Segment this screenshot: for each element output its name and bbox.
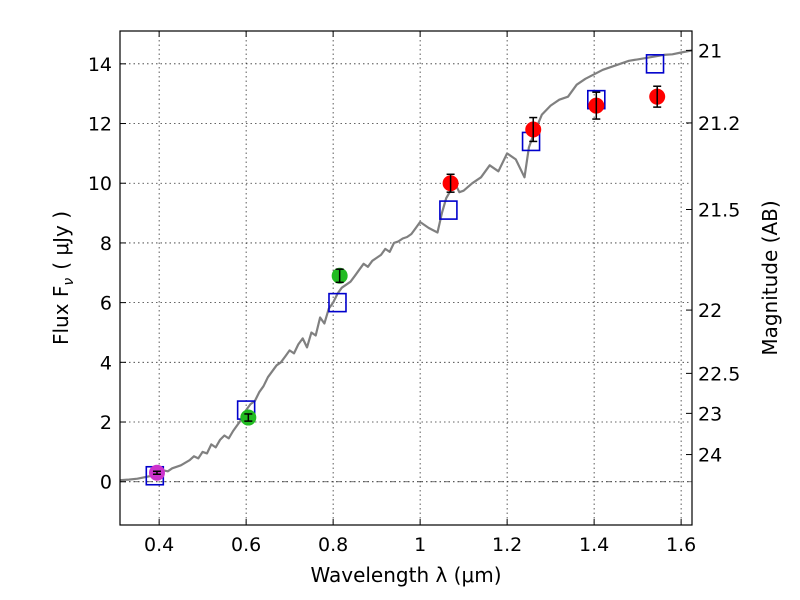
spectrum-line	[119, 49, 693, 482]
y-tick-label: 2	[100, 412, 112, 434]
model-photometry-square	[439, 200, 458, 220]
x-tick-label: 0.8	[318, 534, 348, 556]
y-axis-label: Flux Fν ( μJy )	[49, 211, 77, 345]
y-axis-label-unit: ( μJy )	[49, 211, 73, 270]
right-tick-label: 23	[698, 403, 722, 425]
x-tick-label: 1	[414, 534, 426, 556]
y-axis-label-sub: ν	[61, 278, 77, 286]
right-tick-label: 21.2	[698, 113, 740, 135]
x-tick-label: 1.2	[492, 534, 522, 556]
right-tick-label: 22.5	[698, 363, 740, 385]
right-tick-label: 24	[698, 445, 722, 467]
model-photometry-square	[328, 292, 347, 313]
y-tick-label: 12	[88, 114, 112, 136]
grid	[120, 31, 692, 525]
y-axis-label-main: Flux F	[49, 286, 73, 345]
y-tick-label: 6	[100, 293, 112, 315]
y-tick-label: 0	[100, 472, 112, 494]
model-photometry-square	[645, 54, 665, 74]
y-tick-label: 8	[100, 233, 112, 255]
x-tick-label: 0.4	[144, 534, 174, 556]
right-tick-label: 21	[698, 40, 722, 62]
x-tick-label: 1.4	[579, 534, 609, 556]
data-markers	[145, 54, 666, 486]
plot-frame	[119, 30, 693, 526]
y-tick-label: 14	[88, 54, 112, 76]
right-axis-label: Magnitude (AB)	[758, 200, 782, 355]
y-tick-label: 10	[88, 173, 112, 195]
model-spectrum-line	[119, 49, 693, 482]
axis-ticks: 0.4 0.6 0.8 1 1.2 1.4 1.6024681012142121.221.5…	[88, 31, 740, 556]
x-axis-label: Wavelength λ (μm)	[310, 563, 501, 587]
x-tick-label: 1.6	[666, 534, 696, 556]
x-tick-label: 0.6	[231, 534, 261, 556]
right-tick-label: 22	[698, 300, 722, 322]
y-tick-label: 4	[100, 352, 112, 374]
right-tick-label: 21.5	[698, 199, 740, 221]
